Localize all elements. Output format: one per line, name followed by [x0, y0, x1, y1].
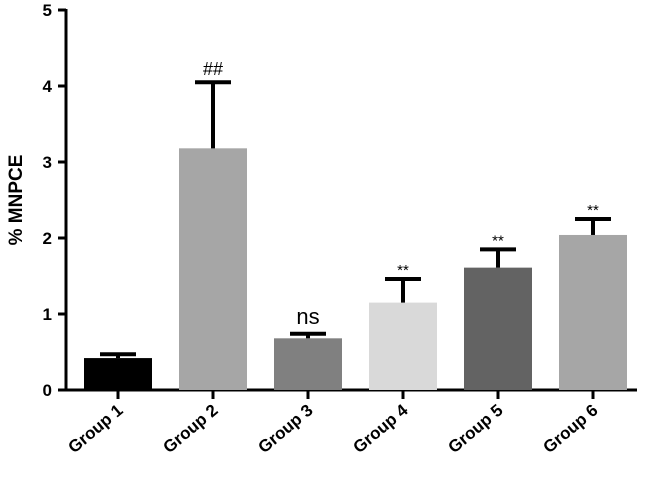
- bar: [274, 338, 342, 390]
- y-tick-label: 2: [43, 229, 52, 248]
- y-tick-label: 3: [43, 153, 52, 172]
- y-axis-label: % MNPCE: [6, 155, 27, 246]
- error-bars: [100, 80, 611, 359]
- significance-label: ns: [296, 304, 319, 329]
- annotations: ## ns ** ** **: [203, 59, 599, 329]
- bar: [84, 358, 152, 390]
- x-tick-label: Group 3: [254, 401, 316, 457]
- x-tick-label: Group 5: [444, 401, 506, 457]
- y-tick-label: 5: [43, 1, 52, 20]
- bar: [464, 267, 532, 390]
- x-tick-label: Group 2: [159, 401, 221, 457]
- y-tick-labels: 0 1 2 3 4 5: [43, 1, 66, 400]
- axes: [64, 9, 637, 392]
- y-tick-label: 1: [43, 305, 52, 324]
- significance-label: **: [587, 202, 599, 219]
- x-tick-label: Group 4: [349, 400, 412, 457]
- significance-label: **: [492, 232, 504, 249]
- bars: [84, 148, 627, 390]
- x-tick-label: Group 1: [64, 401, 126, 457]
- y-tick-label: 4: [43, 77, 53, 96]
- significance-label: ##: [203, 59, 223, 79]
- x-tick-label: Group 6: [539, 401, 601, 457]
- bar: [369, 302, 437, 390]
- bar: [559, 234, 627, 390]
- x-tick-labels: Group 1 Group 2 Group 3 Group 4 Group 5 Group…: [64, 390, 602, 457]
- significance-label: **: [397, 262, 409, 279]
- bar: [179, 148, 247, 390]
- y-tick-label: 0: [43, 381, 52, 400]
